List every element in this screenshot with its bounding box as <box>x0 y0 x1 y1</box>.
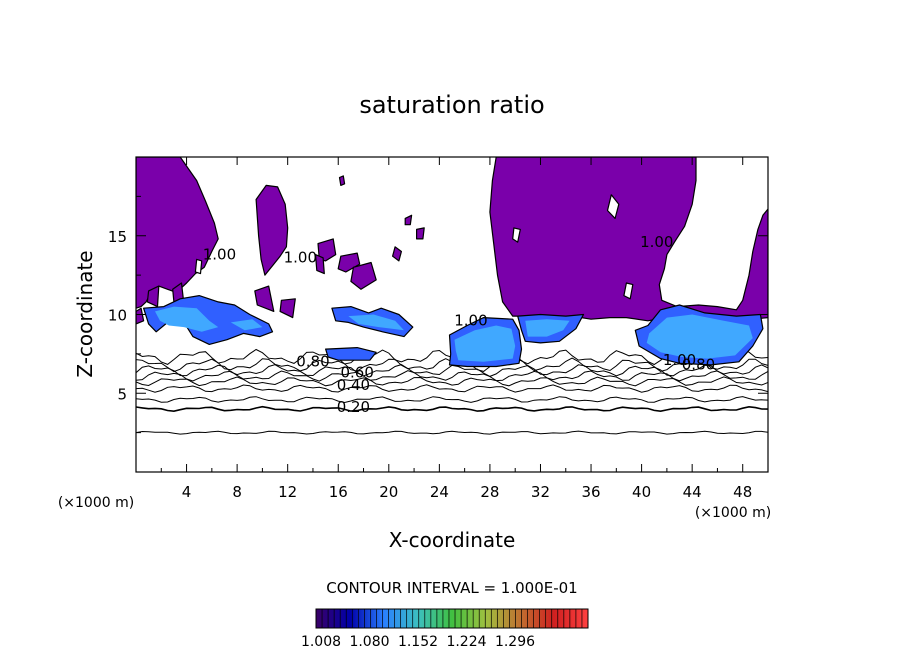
colorbar-labels: 1.008 1.080 1.152 1.224 1.296 <box>301 634 535 650</box>
purple-region <box>255 184 289 276</box>
purple-region <box>314 254 325 275</box>
y-tick-label: 10 <box>108 307 127 325</box>
blue-region <box>325 347 377 361</box>
light-blue-region <box>155 306 219 332</box>
contour-label: 0.80 <box>296 352 329 370</box>
plot-area: 1.00 1.001.001.001.000.80 0.800.600.400.20 <box>136 157 768 435</box>
white-hole <box>606 194 620 219</box>
light-blue-region <box>230 319 263 331</box>
purple-region <box>136 307 145 325</box>
contour-line <box>136 430 768 435</box>
contour-line <box>136 370 768 382</box>
purple-region <box>392 246 402 262</box>
purple-region <box>350 261 377 290</box>
light-blue-region <box>525 319 570 337</box>
contour-line <box>136 384 768 393</box>
contour-labels: 1.00 1.001.001.001.000.80 0.800.600.400.20 <box>203 233 715 416</box>
contour-label: 1.00 <box>284 249 317 267</box>
purple-region <box>338 175 346 186</box>
x-tick-label: 12 <box>278 483 297 501</box>
x-tick-label: 28 <box>480 483 499 501</box>
chart-title: saturation ratio <box>359 91 544 119</box>
contour-line <box>136 396 768 404</box>
x-tick-label: 48 <box>733 483 752 501</box>
contour-label: 0.60 <box>340 364 373 382</box>
x-tick-label: 32 <box>531 483 550 501</box>
colorbar-label: 1.296 <box>495 634 535 650</box>
white-hole <box>512 227 521 243</box>
light-blue-region <box>454 325 516 362</box>
y-tick-label: 5 <box>117 385 127 403</box>
purple-region <box>489 157 768 322</box>
x-axis-ticks: 4 8 12 16 20 24 28 32 36 40 44 48 <box>160 157 752 501</box>
contour-label: 1.00 <box>454 312 487 330</box>
contour-label: 0.80 <box>682 356 715 374</box>
contour-label: 1.00 <box>203 245 236 263</box>
purple-region <box>254 285 275 312</box>
contour-label: 0.40 <box>337 376 370 394</box>
colorbar-label: 1.224 <box>446 634 486 650</box>
x-tick-label: 40 <box>632 483 651 501</box>
x-tick-label: 8 <box>232 483 242 501</box>
purple-region <box>404 214 413 226</box>
purple-region <box>279 298 296 319</box>
x-axis-label: X-coordinate <box>389 528 516 552</box>
x-tick-label: 20 <box>379 483 398 501</box>
x-tick-label: 36 <box>581 483 600 501</box>
light-blue-region <box>646 314 753 359</box>
colorbar-label: 1.080 <box>349 634 389 650</box>
purple-region <box>416 227 425 240</box>
light-blue-patches <box>155 306 753 362</box>
colorbar-label: 1.152 <box>398 634 438 650</box>
contour-interval-text: CONTOUR INTERVAL = 1.000E-01 <box>326 579 577 597</box>
x-unit-left: (×1000 m) <box>58 495 134 511</box>
contour-label: 1.00 <box>640 233 673 251</box>
colorbar: 1.008 1.080 1.152 1.224 1.296 <box>301 608 589 650</box>
contour-label: 1.00 <box>663 351 696 369</box>
x-tick-label: 24 <box>430 483 449 501</box>
x-tick-label: 4 <box>182 483 192 501</box>
colorbar-label: 1.008 <box>301 634 341 650</box>
contour-label: 0.20 <box>337 398 370 416</box>
y-axis-label: Z-coordinate <box>73 250 97 377</box>
contour-lines <box>136 348 768 435</box>
x-tick-label: 16 <box>329 483 348 501</box>
subsaturated-holes <box>194 194 634 300</box>
colorbar-bar <box>315 608 589 629</box>
colorbar-stripes <box>321 609 583 628</box>
y-tick-label: 15 <box>108 228 127 246</box>
x-unit-right: (×1000 m) <box>695 505 771 521</box>
white-hole <box>623 282 634 300</box>
light-blue-region <box>348 314 404 331</box>
white-hole <box>194 258 203 275</box>
x-tick-label: 44 <box>683 483 702 501</box>
y-axis-ticks: 5 10 15 <box>108 195 768 434</box>
contour-line <box>136 405 768 413</box>
contour-line <box>136 376 768 387</box>
